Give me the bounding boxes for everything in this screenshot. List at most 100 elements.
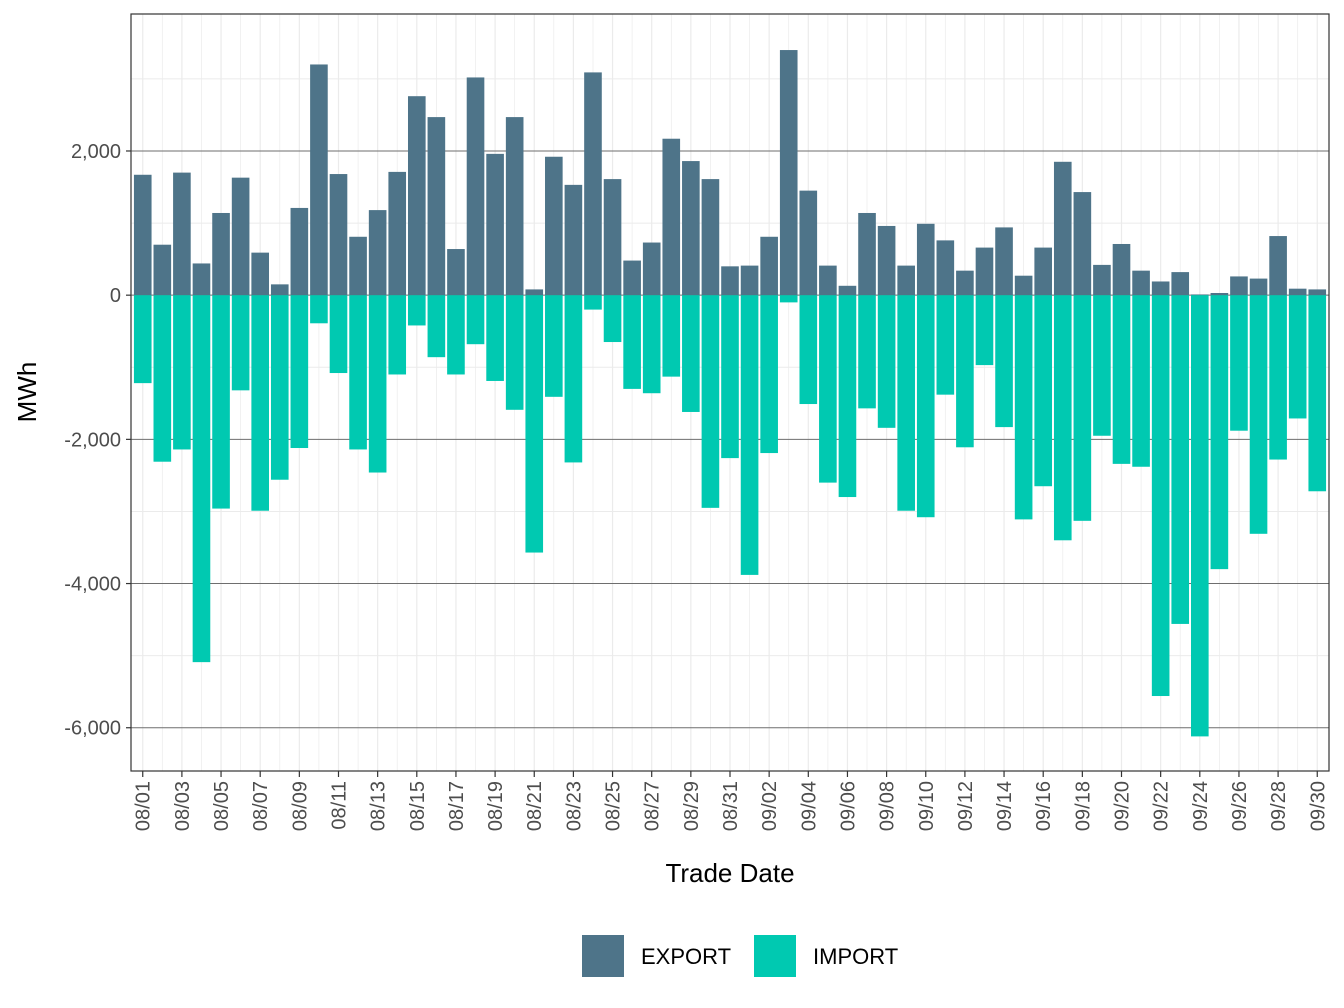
bar-export-08-29 bbox=[682, 161, 700, 296]
bar-import-09-14 bbox=[995, 295, 1013, 428]
bar-export-08-16 bbox=[427, 117, 446, 296]
bar-import-08-03 bbox=[173, 295, 191, 450]
bar-export-09-27 bbox=[1249, 278, 1268, 296]
bar-import-08-15 bbox=[407, 295, 426, 326]
bar-import-08-11 bbox=[329, 295, 348, 374]
bar-import-09-15 bbox=[1014, 295, 1033, 520]
bar-import-08-31 bbox=[721, 295, 739, 459]
series-export bbox=[133, 50, 1327, 296]
bar-import-08-05 bbox=[212, 295, 230, 509]
bar-import-08-06 bbox=[231, 295, 250, 391]
x-tick-label: 09/12 bbox=[955, 781, 977, 831]
bar-export-08-10 bbox=[310, 64, 328, 296]
bar-import-08-22 bbox=[545, 295, 563, 397]
legend-swatch-export bbox=[582, 935, 624, 977]
x-tick-label: 09/02 bbox=[759, 781, 781, 831]
bar-export-08-31 bbox=[721, 266, 739, 296]
x-tick-label: 08/07 bbox=[250, 781, 272, 831]
bar-export-09-02 bbox=[760, 236, 778, 296]
bar-import-08-18 bbox=[466, 295, 485, 345]
x-tick-label: 08/13 bbox=[368, 781, 390, 831]
bar-export-08-15 bbox=[407, 96, 426, 296]
legend-swatch-import bbox=[754, 935, 796, 977]
bar-export-08-18 bbox=[466, 77, 485, 296]
bar-export-08-01 bbox=[133, 174, 152, 296]
x-tick-label: 09/30 bbox=[1307, 781, 1329, 831]
bar-export-09-18 bbox=[1073, 192, 1092, 296]
bar-import-09-09 bbox=[897, 295, 915, 511]
bar-import-09-02 bbox=[760, 295, 778, 454]
bar-import-09-30 bbox=[1308, 295, 1327, 492]
x-axis-title: Trade Date bbox=[665, 858, 794, 888]
bar-export-08-24 bbox=[584, 72, 602, 296]
x-tick-label: 08/09 bbox=[289, 781, 311, 831]
x-tick-label: 08/15 bbox=[407, 781, 429, 831]
bar-export-08-08 bbox=[270, 284, 289, 296]
bar-export-08-21 bbox=[525, 289, 544, 296]
bar-import-08-16 bbox=[427, 295, 446, 358]
bar-export-09-09 bbox=[897, 265, 915, 296]
bar-export-09-29 bbox=[1288, 288, 1307, 296]
x-tick-label: 09/08 bbox=[877, 781, 899, 831]
y-tick-label: -4,000 bbox=[64, 574, 121, 596]
bar-export-08-23 bbox=[564, 184, 583, 296]
bar-import-08-08 bbox=[270, 295, 289, 480]
x-tick-label: 08/31 bbox=[720, 781, 742, 831]
x-tick-label: 08/23 bbox=[563, 781, 585, 831]
bar-import-08-30 bbox=[701, 295, 720, 508]
legend-label-import: IMPORT bbox=[813, 944, 898, 969]
bar-export-09-16 bbox=[1034, 247, 1053, 296]
legend: EXPORT IMPORT bbox=[582, 935, 898, 977]
bar-export-08-28 bbox=[662, 138, 681, 296]
bar-import-09-28 bbox=[1269, 295, 1287, 460]
bar-export-08-20 bbox=[505, 117, 524, 296]
bar-export-08-13 bbox=[368, 210, 387, 296]
bar-export-09-23 bbox=[1171, 272, 1190, 296]
bar-import-09-08 bbox=[877, 295, 896, 428]
y-tick-label: -2,000 bbox=[64, 429, 121, 451]
bar-import-08-21 bbox=[525, 295, 544, 553]
bar-import-09-21 bbox=[1132, 295, 1150, 467]
x-axis: 08/01 08/03 08/05 08/07 08/09 08/11 08/13 08/15… bbox=[133, 771, 1329, 831]
bar-export-08-19 bbox=[486, 153, 504, 296]
bar-import-08-27 bbox=[642, 295, 661, 394]
y-tick-label: 2,000 bbox=[71, 141, 121, 163]
bar-export-09-21 bbox=[1132, 270, 1150, 296]
x-tick-label: 08/21 bbox=[524, 781, 546, 831]
bar-export-09-14 bbox=[995, 227, 1013, 296]
bar-export-08-05 bbox=[212, 212, 230, 296]
bar-export-08-17 bbox=[447, 249, 465, 296]
bar-import-08-26 bbox=[623, 295, 641, 389]
x-tick-label: 08/25 bbox=[603, 781, 625, 831]
x-tick-label: 09/06 bbox=[837, 781, 859, 831]
bar-import-08-29 bbox=[682, 295, 700, 412]
bar-import-09-29 bbox=[1288, 295, 1307, 419]
bar-import-08-23 bbox=[564, 295, 583, 463]
bar-import-08-19 bbox=[486, 295, 504, 381]
bar-import-08-10 bbox=[310, 295, 328, 324]
bar-import-09-23 bbox=[1171, 295, 1190, 624]
x-tick-label: 08/03 bbox=[172, 781, 194, 831]
bar-export-09-19 bbox=[1093, 264, 1111, 296]
x-tick-label: 08/05 bbox=[211, 781, 233, 831]
bar-import-09-04 bbox=[799, 295, 818, 405]
x-tick-label: 09/14 bbox=[994, 781, 1016, 831]
bar-export-08-27 bbox=[642, 242, 661, 296]
x-tick-label: 09/26 bbox=[1229, 781, 1251, 831]
bar-import-09-13 bbox=[975, 295, 994, 366]
y-tick-label: 0 bbox=[110, 285, 121, 307]
bar-export-09-24 bbox=[1190, 294, 1209, 296]
bar-import-09-18 bbox=[1073, 295, 1092, 521]
bar-export-08-06 bbox=[231, 177, 250, 296]
x-tick-label: 08/17 bbox=[446, 781, 468, 831]
bar-export-08-02 bbox=[153, 244, 172, 296]
bar-export-09-08 bbox=[877, 225, 896, 296]
bar-export-09-01 bbox=[740, 265, 759, 296]
bar-export-09-17 bbox=[1053, 161, 1072, 296]
bar-export-09-15 bbox=[1014, 275, 1033, 296]
bar-export-09-22 bbox=[1151, 281, 1170, 296]
bar-export-08-26 bbox=[623, 260, 641, 296]
bar-export-09-10 bbox=[916, 223, 935, 296]
bar-export-08-04 bbox=[192, 263, 211, 296]
bar-import-09-03 bbox=[779, 295, 798, 303]
